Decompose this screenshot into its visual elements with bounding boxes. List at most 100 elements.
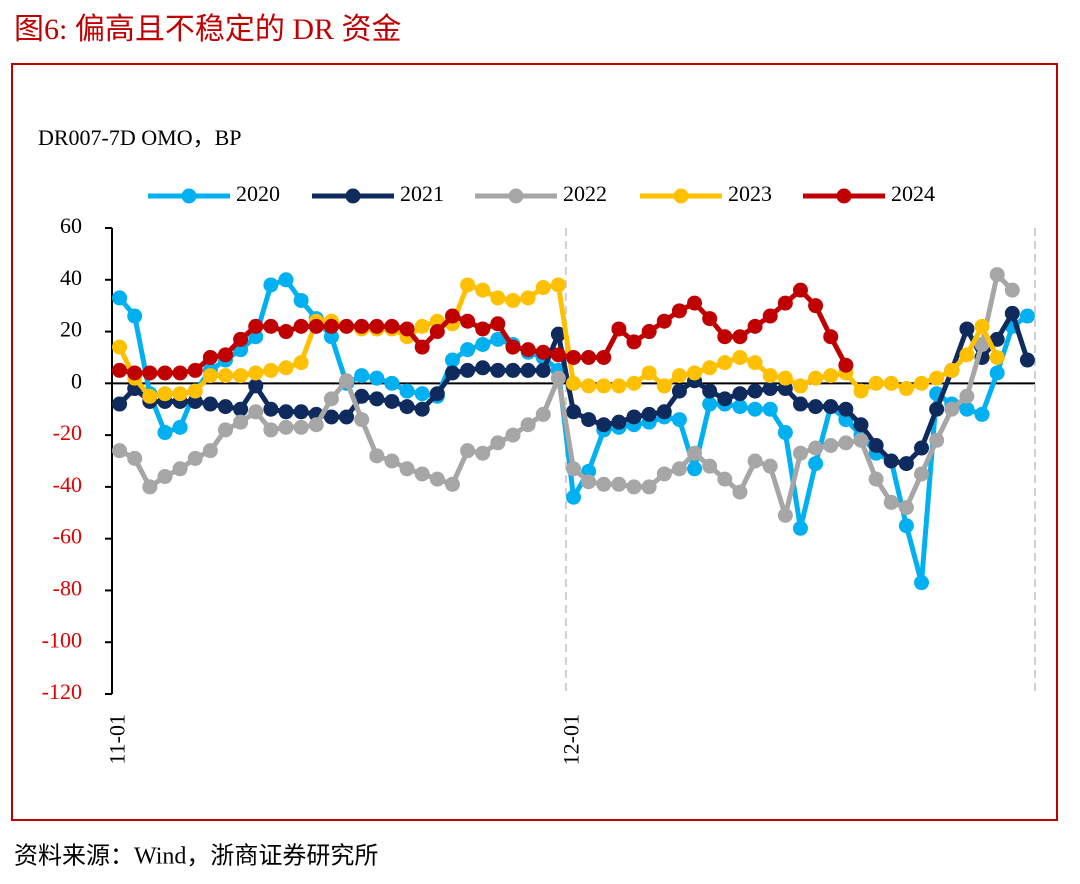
data-point [959,321,975,337]
data-point [702,360,718,376]
data-point [157,386,173,402]
data-point [202,368,218,384]
data-point [293,292,309,308]
data-point [475,337,491,352]
data-point [762,308,778,324]
data-point [460,443,476,459]
data-point [868,437,884,453]
data-point [898,518,914,534]
y-tick-label: 40 [60,265,82,290]
data-point [626,409,642,425]
data-point [838,435,854,451]
data-point [671,461,687,477]
data-point [187,450,203,466]
data-point [414,401,430,417]
data-point [823,368,839,384]
data-point [853,383,869,399]
data-point [399,461,415,477]
data-point [626,479,642,495]
data-point [566,349,581,365]
legend-label: 2024 [891,181,935,206]
data-point [732,484,748,500]
data-point [172,386,188,402]
data-point [777,507,793,523]
data-point [702,458,718,474]
data-point [959,347,975,363]
data-point [989,349,1005,365]
data-point [278,360,294,376]
data-point [792,445,808,461]
data-point [172,461,188,477]
data-point [717,471,733,487]
data-point [157,469,173,485]
data-point [581,463,597,479]
data-point [112,362,128,378]
data-point [217,422,233,438]
data-point [792,396,808,412]
data-point [248,404,264,420]
data-point [671,368,687,384]
data-point [687,365,703,381]
legend-label: 2022 [563,181,607,206]
data-point [278,404,294,420]
data-point [944,362,960,378]
series [112,277,1005,404]
data-point [671,383,687,399]
data-point [142,365,158,381]
data-point [914,466,930,482]
data-point [641,479,657,495]
data-point [520,342,536,358]
data-point [1019,352,1035,368]
x-tick-label: 12-01 [559,714,584,765]
data-point [808,440,824,456]
data-point [505,427,521,443]
data-point [974,406,990,422]
data-point [762,401,778,417]
data-point [490,435,506,451]
legend-label: 2020 [236,181,280,206]
x-tick-label: 11-01 [105,714,130,765]
data-point [596,476,612,492]
data-point [581,412,597,428]
data-point [1004,282,1020,298]
data-point [747,355,763,371]
y-tick-label: -60 [53,524,82,549]
data-point [399,321,415,337]
data-point [157,425,173,441]
data-point [172,419,188,435]
y-tick-label: -40 [53,472,82,497]
frame [11,63,1058,821]
data-point [127,308,143,324]
data-point [505,339,521,355]
data-point [293,404,309,420]
data-point [732,349,748,365]
data-point [550,347,566,363]
data-point [868,375,884,391]
data-point [460,313,476,329]
data-point [989,365,1005,381]
data-point [142,479,158,495]
data-point [475,321,491,337]
data-point [808,399,824,415]
data-point [233,401,249,417]
data-point [762,381,778,397]
data-point [535,280,551,296]
data-point [974,337,990,352]
data-point [823,399,839,415]
source-note: 资料来源：Wind，浙商证券研究所 [14,843,378,870]
data-point [656,313,672,329]
data-point [974,318,990,334]
data-point [853,417,869,433]
data-point [581,378,597,394]
data-point [611,414,627,430]
data-point [460,362,476,378]
data-point [959,401,975,417]
data-point [429,324,445,340]
data-point [626,334,642,350]
data-point [596,417,612,433]
data-point [853,432,869,448]
data-point [808,298,824,314]
data-point [1019,308,1035,324]
y-tick-label: -100 [42,627,82,652]
data-point [520,417,536,433]
